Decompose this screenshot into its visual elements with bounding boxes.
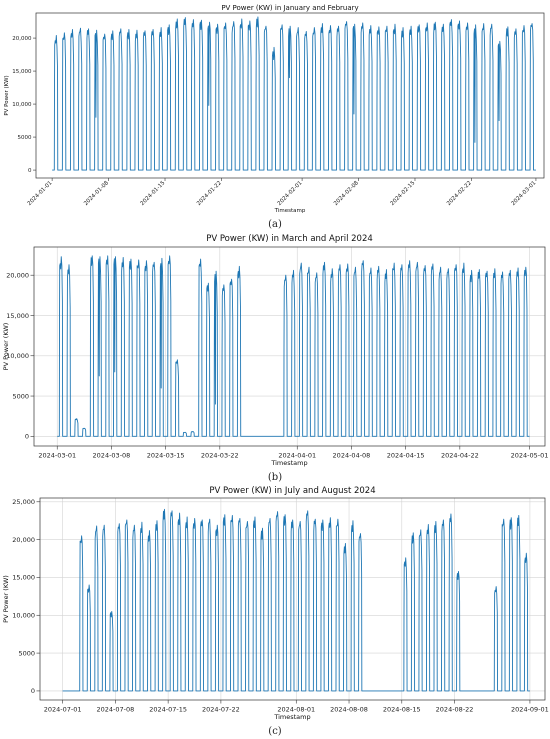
y-tick-label: 10,000 [6, 352, 29, 360]
x-tick-label: 2024-07-08 [96, 706, 134, 714]
plot-frame [39, 497, 546, 701]
y-tick-label: 10,000 [12, 612, 35, 620]
pv-power-series-line [57, 255, 530, 437]
y-tick-label: 10,000 [12, 102, 32, 108]
x-tick-label: 2024-03-08 [93, 452, 131, 460]
x-tick-label: 2024-04-22 [441, 452, 479, 460]
y-tick-label: 20,000 [6, 271, 29, 279]
chart-title: PV Power (KW) in March and April 2024 [206, 234, 373, 244]
x-axis-label: Timestamp [270, 459, 307, 467]
y-tick-label: 5000 [18, 649, 35, 657]
x-tick-label: 2024-03-22 [201, 452, 239, 460]
chart-title: PV Power (KW) in January and February [221, 4, 358, 12]
x-tick-label: 2024-03-01 [38, 452, 76, 460]
x-tick-label: 2024-04-15 [387, 452, 425, 460]
y-axis-label: PV Power (KW) [4, 75, 10, 115]
y-tick-label: 5000 [12, 392, 29, 400]
panel-label: (a) [268, 219, 282, 230]
x-axis-label: Timestamp [273, 713, 310, 721]
y-tick-label: 20,000 [12, 36, 32, 42]
y-tick-label: 20,000 [12, 536, 35, 544]
x-tick-label: 2024-08-15 [383, 706, 421, 714]
y-tick-label: 0 [31, 687, 35, 695]
x-tick-label: 2024-05-01 [511, 452, 549, 460]
x-tick-label: 2024-09-01 [511, 706, 549, 714]
y-axis-label: PV Power (KW) [2, 575, 10, 623]
panel-label: (b) [268, 472, 282, 483]
y-tick-label: 0 [25, 433, 29, 441]
x-tick-label: 2024-01-22 [196, 180, 223, 207]
pv-power-series-line [62, 508, 530, 692]
y-tick-label: 15,000 [6, 312, 29, 320]
x-axis-label: Timestamp [274, 208, 306, 214]
x-tick-label: 2024-01-15 [140, 180, 167, 207]
pv-power-series-line [52, 16, 536, 171]
y-tick-label: 0 [28, 168, 32, 174]
chart-1: 0 5000 10,000 15,000 20,000 2024-01-01 2024-01… [4, 4, 545, 230]
x-tick-label: 2024-08-08 [330, 706, 368, 714]
x-tick-label: 2024-01-01 [27, 180, 54, 207]
chart-3: 0 5000 10,000 15,000 20,000 25,000 2024-07-01 2… [2, 486, 549, 737]
x-tick-label: 2024-03-15 [147, 452, 185, 460]
plot-frame [35, 12, 545, 179]
y-axis-label: PV Power (KW) [2, 323, 10, 371]
x-tick-label: 2024-02-01 [277, 180, 304, 207]
chart-2: 0 5000 10,000 15,000 20,000 2024-03-01 2024-03… [2, 234, 548, 483]
x-tick-label: 2024-04-08 [333, 452, 371, 460]
x-tick-label: 2024-02-22 [446, 180, 473, 207]
x-tick-label: 2024-01-08 [83, 180, 110, 207]
x-tick-label: 2024-08-22 [436, 706, 474, 714]
x-tick-label: 2024-02-15 [390, 180, 417, 207]
x-tick-label: 2024-04-01 [278, 452, 316, 460]
y-tick-label: 15,000 [12, 69, 32, 75]
x-tick-label: 2024-07-01 [44, 706, 82, 714]
y-tick-label: 25,000 [12, 498, 35, 506]
x-tick-label: 2024-02-08 [333, 180, 360, 207]
x-tick-label: 2024-07-15 [149, 706, 187, 714]
x-tick-label: 2024-08-01 [277, 706, 315, 714]
chart-title: PV Power (KW) in July and August 2024 [209, 486, 375, 496]
y-tick-label: 15,000 [12, 574, 35, 582]
x-tick-label: 2024-03-01 [511, 180, 538, 207]
x-tick-label: 2024-07-22 [202, 706, 240, 714]
plot-frame [33, 246, 546, 447]
y-tick-label: 5000 [18, 135, 32, 141]
panel-label: (c) [268, 726, 282, 737]
